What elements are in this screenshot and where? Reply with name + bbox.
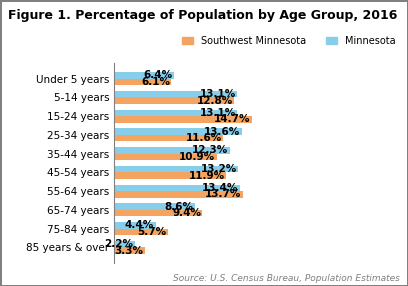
Text: 13.6%: 13.6%: [204, 127, 240, 137]
Text: 6.1%: 6.1%: [141, 77, 170, 87]
Bar: [114, 116, 252, 123]
Text: 4.4%: 4.4%: [125, 221, 154, 231]
Bar: [114, 191, 243, 198]
Bar: [114, 229, 168, 235]
Bar: [114, 97, 234, 104]
Bar: [114, 79, 171, 85]
Bar: [114, 72, 174, 79]
Text: 12.3%: 12.3%: [192, 145, 228, 155]
Bar: [114, 222, 155, 229]
Text: 3.3%: 3.3%: [115, 246, 144, 256]
Text: 9.4%: 9.4%: [172, 208, 201, 218]
Bar: [114, 154, 217, 160]
Text: 6.4%: 6.4%: [144, 70, 173, 80]
Text: 10.9%: 10.9%: [179, 152, 215, 162]
Bar: [114, 203, 195, 210]
Text: 13.1%: 13.1%: [200, 89, 236, 99]
Text: 2.2%: 2.2%: [104, 239, 133, 249]
Text: 13.2%: 13.2%: [200, 164, 237, 174]
Text: 13.1%: 13.1%: [200, 108, 236, 118]
Text: 8.6%: 8.6%: [164, 202, 193, 212]
Bar: [114, 91, 237, 97]
Bar: [114, 241, 135, 247]
Bar: [114, 184, 240, 191]
Bar: [114, 247, 145, 254]
Bar: [114, 172, 226, 179]
Text: Figure 1. Percentage of Population by Age Group, 2016: Figure 1. Percentage of Population by Ag…: [8, 9, 397, 21]
Bar: [114, 210, 202, 217]
Text: 11.9%: 11.9%: [188, 171, 224, 181]
Bar: [114, 147, 230, 154]
Bar: [114, 166, 238, 172]
Text: 14.7%: 14.7%: [214, 114, 251, 124]
Bar: [114, 110, 237, 116]
Text: 13.4%: 13.4%: [202, 183, 239, 193]
Legend: Southwest Minnesota, Minnesota: Southwest Minnesota, Minnesota: [178, 32, 400, 49]
Text: Source: U.S. Census Bureau, Population Estimates: Source: U.S. Census Bureau, Population E…: [173, 274, 400, 283]
Text: 5.7%: 5.7%: [137, 227, 166, 237]
Bar: [114, 128, 242, 135]
Bar: [114, 135, 223, 142]
Text: 13.7%: 13.7%: [205, 189, 242, 199]
Text: 11.6%: 11.6%: [186, 133, 222, 143]
Text: 12.8%: 12.8%: [197, 96, 233, 106]
